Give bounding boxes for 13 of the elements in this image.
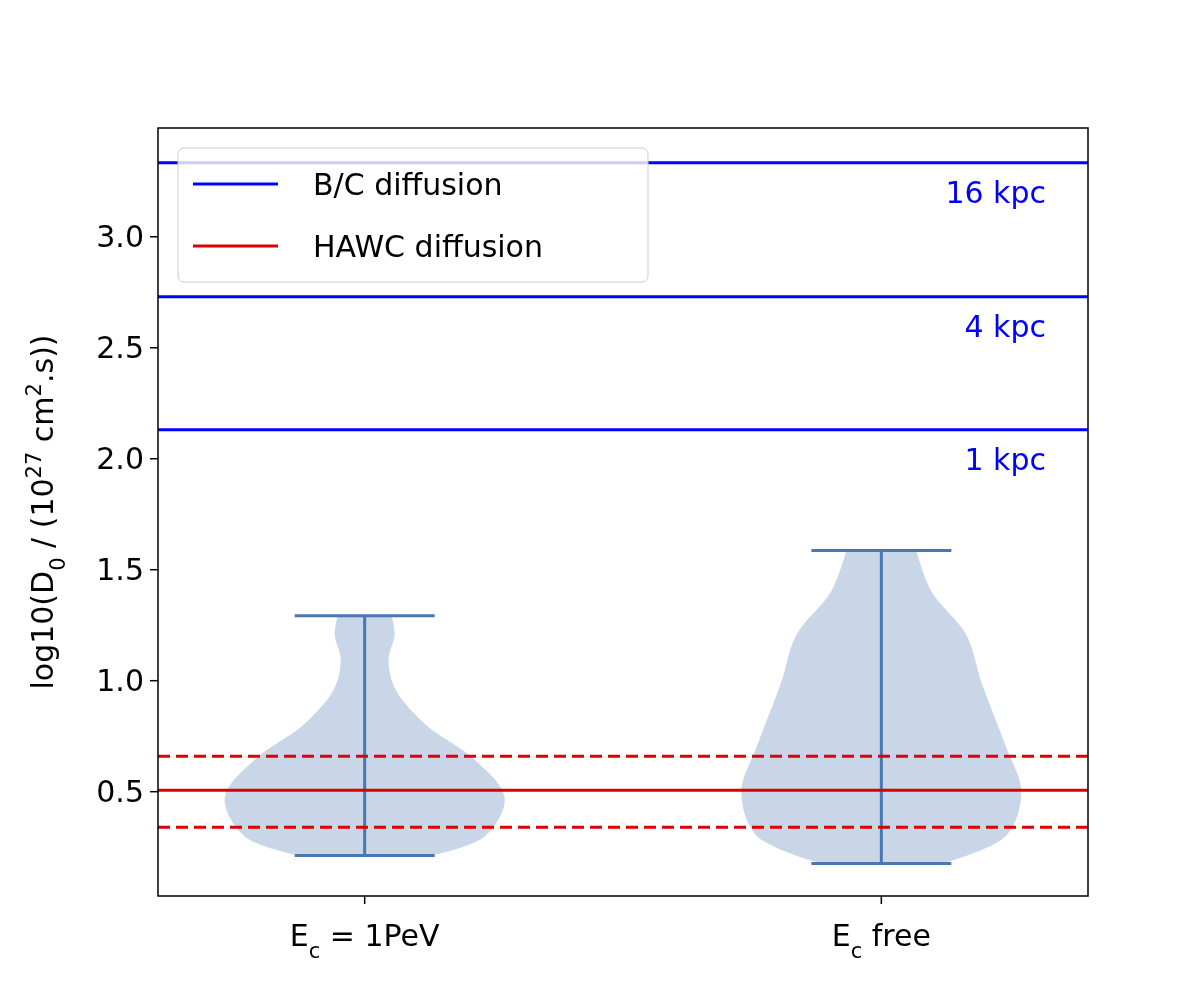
x-tick-label: E$_{c}$ free [831,918,931,963]
y-tick-label: 3.0 [96,219,144,255]
x-tick-label: E$_{c}$ = 1PeV [289,918,441,963]
y-tick-label: 0.5 [96,774,144,810]
annotation: 4 kpc [964,308,1046,344]
y-tick-label: 1.5 [96,552,144,588]
y-tick-label: 1.0 [96,663,144,699]
ref-line-label: B/C diffusion [313,166,503,202]
annotation: 16 kpc [945,174,1046,210]
y-tick-label: 2.0 [96,441,144,477]
legend-label: HAWC diffusion [313,228,543,264]
y-tick-label: 2.5 [96,330,144,366]
annotation: 1 kpc [964,441,1046,477]
